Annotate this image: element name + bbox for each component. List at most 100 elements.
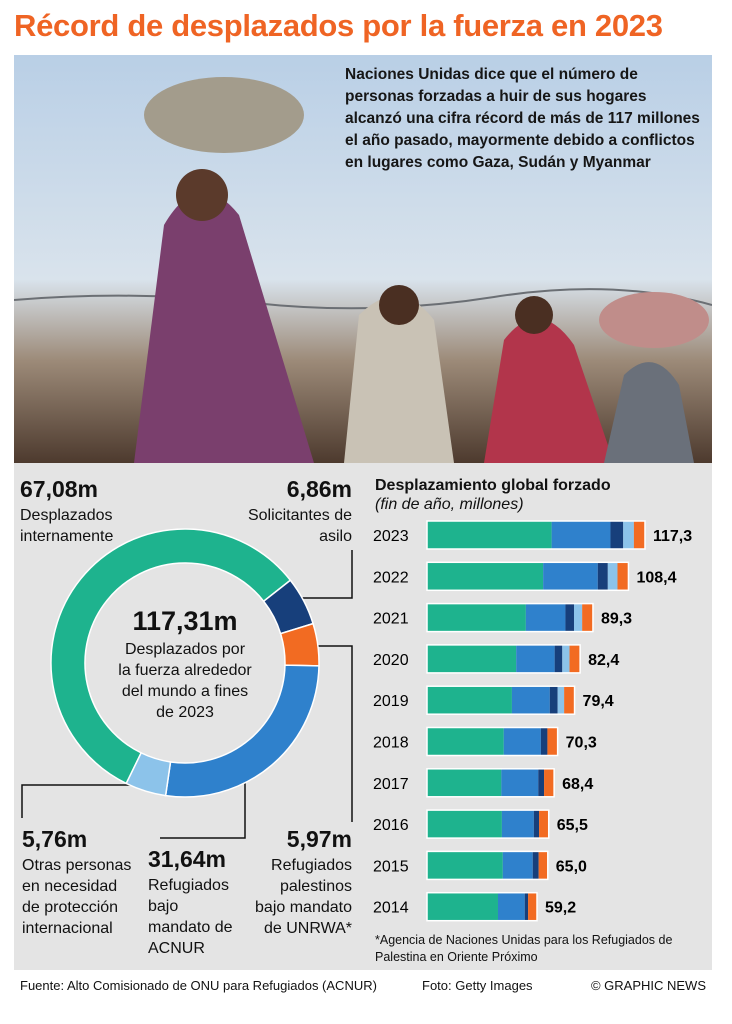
total-label: 59,2 — [545, 900, 576, 917]
leader-line — [316, 645, 353, 822]
donut-category-label: Refugiados palestinos bajo mandato de UN… — [255, 857, 352, 937]
bar-segment — [540, 727, 548, 756]
bar-segment — [617, 562, 629, 591]
footnote: *Agencia de Naciones Unidas para los Ref… — [375, 933, 673, 964]
donut-value-label: 6,86m — [286, 476, 352, 502]
bar-segment — [573, 603, 583, 632]
bar-segment — [427, 562, 544, 591]
bar-segment — [525, 603, 566, 632]
bar-segment — [554, 644, 563, 673]
y-tick-label: 2015 — [373, 858, 409, 875]
bar-segment — [501, 810, 534, 839]
bar-segment — [569, 644, 581, 673]
bar-segment — [427, 892, 498, 921]
total-label: 117,3 — [653, 528, 692, 545]
y-tick-label: 2020 — [373, 652, 409, 669]
bar-outline — [426, 768, 555, 798]
bar-segment — [633, 521, 646, 549]
y-tick-label: 2022 — [373, 569, 409, 586]
bar-segment — [497, 892, 525, 921]
donut-value-label: 5,97m — [286, 826, 352, 852]
bar-outline — [426, 809, 550, 839]
bar-segment — [427, 603, 526, 632]
total-label: 65,0 — [556, 858, 587, 875]
y-tick-label: 2014 — [373, 900, 409, 917]
bar-segment — [524, 892, 529, 921]
title: Récord de desplazados por la fuerza en 2… — [14, 8, 663, 43]
bar-outline — [426, 644, 581, 674]
bar-outline — [426, 685, 576, 715]
bar-chart-title: Desplazamiento global forzado — [375, 477, 611, 494]
bar-segment — [547, 727, 558, 756]
bar-segment — [501, 768, 539, 797]
y-tick-label: 2019 — [373, 693, 409, 710]
bar-outline — [426, 561, 630, 592]
bar-segment — [538, 768, 545, 797]
bar-outline — [426, 891, 538, 922]
bar-segment — [427, 644, 517, 673]
leader-lines — [21, 550, 353, 839]
total-label: 68,4 — [562, 776, 593, 793]
bar-segment — [562, 644, 570, 673]
bar-segment — [610, 521, 624, 549]
bar-segment — [551, 521, 611, 549]
y-tick-label: 2018 — [373, 735, 409, 752]
bar-segment — [582, 603, 593, 632]
donut-center-text: Desplazados por la fuerza alrededor del … — [118, 641, 252, 721]
bar-segment — [544, 768, 555, 797]
credit: © GRAPHIC NEWS — [590, 978, 706, 993]
bar-segment — [427, 851, 503, 880]
y-tick-label: 2021 — [373, 611, 409, 628]
bar-segment — [543, 562, 598, 591]
intro-text: Naciones Unidas dice que el número de pe… — [345, 66, 700, 171]
leader-line — [21, 784, 140, 818]
bar-segment — [549, 686, 558, 715]
bar-segment — [427, 521, 552, 549]
bar-segment — [538, 851, 548, 880]
y-tick-label: 2017 — [373, 776, 409, 793]
bar-segment — [427, 768, 502, 797]
bar-segment — [516, 644, 555, 673]
leader-line — [160, 782, 246, 839]
donut-category-label: Otras personas en necesidad de protecció… — [22, 857, 132, 937]
bar-segment — [607, 562, 618, 591]
y-tick-label: 2016 — [373, 817, 409, 834]
leader-line — [298, 550, 353, 599]
bar-outline — [426, 726, 559, 757]
bar-segment — [539, 810, 549, 839]
bar-segment — [503, 727, 541, 756]
source: Fuente: Alto Comisionado de ONU para Ref… — [20, 978, 377, 993]
bar-outline — [426, 850, 549, 881]
donut-segment — [125, 751, 172, 797]
photo-credit: Foto: Getty Images — [422, 978, 533, 993]
donut-value-label: 31,64m — [148, 846, 227, 872]
total-label: 89,3 — [601, 611, 632, 628]
total-label: 79,4 — [583, 693, 614, 710]
bar-outline — [426, 520, 646, 550]
bar-segment — [427, 810, 502, 839]
bar-segment — [427, 686, 512, 715]
bar-segment — [502, 851, 533, 880]
donut-center-value: 117,31m — [132, 606, 238, 636]
bar-segment — [528, 892, 538, 921]
bar-segment — [623, 521, 634, 549]
bar-outline — [426, 602, 594, 633]
donut-value-label: 5,76m — [22, 826, 88, 852]
bar-segment — [511, 686, 550, 715]
bar-chart-subtitle: (fin de año, millones) — [375, 496, 524, 513]
y-tick-label: 2023 — [373, 528, 409, 545]
total-label: 65,5 — [557, 817, 588, 834]
total-label: 82,4 — [588, 652, 619, 669]
donut-segment — [50, 528, 292, 785]
bar-segment — [427, 727, 504, 756]
photo — [14, 55, 712, 463]
total-label: 70,3 — [566, 735, 597, 752]
bar-segment — [532, 851, 539, 880]
total-label: 108,4 — [636, 569, 676, 586]
bar-segment — [564, 686, 575, 715]
bar-segment — [557, 686, 565, 715]
footer: Fuente: Alto Comisionado de ONU para Ref… — [14, 975, 712, 997]
donut-value-label: 67,08m — [20, 476, 99, 502]
